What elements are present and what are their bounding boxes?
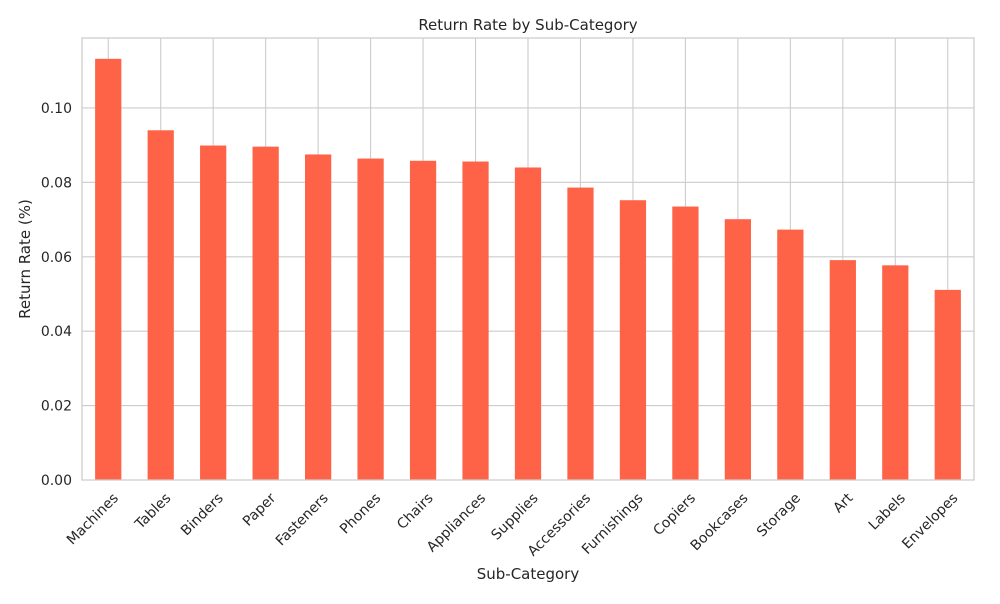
y-axis-label: Return Rate (%) <box>16 199 34 319</box>
bar-fasteners <box>305 154 332 480</box>
bar-envelopes <box>934 289 961 480</box>
bar-appliances <box>462 161 489 480</box>
bar-machines <box>95 58 122 480</box>
y-tick-label: 0.00 <box>41 473 72 489</box>
x-axis-label: Sub-Category <box>477 565 580 583</box>
bar-binders <box>200 145 227 481</box>
y-tick-labels: 0.00 0.02 0.04 0.06 0.08 0.10 <box>41 101 72 489</box>
bar-supplies <box>514 167 542 481</box>
bars-layer <box>95 58 961 481</box>
plot-frame <box>81 37 975 481</box>
bar-paper <box>252 146 279 481</box>
bar-labels <box>882 265 909 480</box>
y-tick-label: 0.10 <box>41 101 72 117</box>
bar-furnishings <box>619 200 647 480</box>
y-tick-label: 0.04 <box>41 324 72 340</box>
bar-chairs <box>409 160 437 480</box>
bar-tables <box>147 130 174 481</box>
bar-bookcases <box>724 219 751 480</box>
chart-title: Return Rate by Sub-Category <box>418 16 637 34</box>
bar-copiers <box>672 206 699 480</box>
bar-storage <box>777 229 804 480</box>
bar-phones <box>357 158 384 480</box>
y-tick-label: 0.02 <box>41 399 72 415</box>
bar-accessories <box>567 187 594 480</box>
bar-art <box>829 260 856 480</box>
y-tick-label: 0.06 <box>41 250 72 266</box>
y-tick-label: 0.08 <box>41 175 72 191</box>
